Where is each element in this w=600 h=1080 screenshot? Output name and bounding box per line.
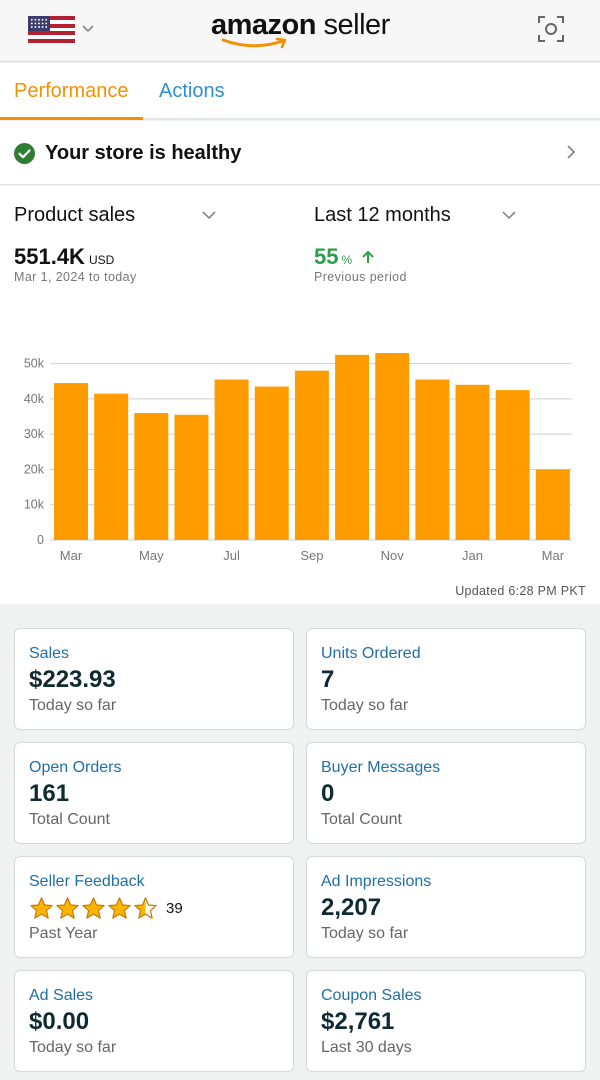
store-health-text: Your store is healthy [45, 142, 242, 164]
metric-selector[interactable]: Product sales [14, 204, 136, 226]
bar-jan-10[interactable] [455, 384, 490, 540]
star-icon [30, 896, 53, 919]
card-ad-impressions[interactable]: Ad Impressions 2,207 Today so far [306, 856, 586, 958]
bar-aug-5[interactable] [254, 386, 289, 540]
sales-bar-chart: 0 10k 20k 30k 40k 50k Mar May Jul Sep Nov Jan Mar [24, 353, 572, 563]
tab-actions[interactable]: Actions [159, 80, 225, 102]
x-tick-label: Jul [223, 548, 240, 563]
y-tick-label: 40k [24, 392, 45, 406]
bar-feb-11[interactable] [495, 390, 530, 540]
star-icon [134, 896, 157, 919]
date-range-label: Mar 1, 2024 to today [14, 270, 137, 284]
card-units-ordered[interactable]: Units Ordered 7 Today so far [306, 628, 586, 730]
rating-count: 39 [166, 899, 183, 917]
us-flag-icon[interactable] [28, 16, 75, 43]
currency-unit: USD [88, 253, 115, 267]
star-icon [82, 896, 105, 919]
y-tick-label: 0 [37, 533, 44, 547]
change-percent: 55% [314, 244, 375, 270]
card-subtitle: Total Count [29, 811, 110, 828]
card-value: 2,207 [321, 894, 382, 921]
card-sales[interactable]: Sales $223.93 Today so far [14, 628, 294, 730]
star-icon [56, 896, 79, 919]
card-subtitle: Total Count [321, 811, 402, 828]
card-title: Open Orders [29, 759, 122, 776]
chevron-down-icon[interactable] [502, 208, 516, 222]
store-health-row[interactable]: Your store is healthy [0, 121, 600, 185]
tab-bar: Performance Actions [0, 63, 600, 120]
y-tick-label: 30k [24, 427, 45, 441]
card-value: 7 [321, 666, 335, 693]
bar-may-2[interactable] [134, 413, 169, 540]
chevron-right-icon[interactable] [565, 144, 577, 160]
card-value: $2,761 [321, 1008, 395, 1035]
x-tick-label: Sep [300, 548, 323, 563]
card-title: Sales [29, 645, 70, 662]
previous-period-label: Previous period [314, 270, 407, 284]
x-tick-label: Nov [381, 548, 405, 563]
x-tick-label: May [139, 548, 164, 563]
bar-jun-3[interactable] [174, 414, 209, 540]
logo-suffix: seller [315, 9, 391, 41]
card-subtitle: Last 30 days [321, 1039, 412, 1056]
star-rating: 39 [29, 895, 183, 921]
y-tick-label: 20k [24, 462, 45, 476]
bar-dec-9[interactable] [415, 379, 450, 540]
card-seller-feedback[interactable]: Seller Feedback 39 Past Year [14, 856, 294, 958]
card-buyer-messages[interactable]: Buyer Messages 0 Total Count [306, 742, 586, 844]
chevron-down-icon[interactable] [202, 208, 216, 222]
tab-performance[interactable]: Performance [0, 63, 143, 120]
y-tick-label: 10k [24, 498, 45, 512]
card-title: Ad Impressions [321, 873, 432, 890]
card-ad-sales[interactable]: Ad Sales $0.00 Today so far [14, 970, 294, 1072]
card-subtitle: Past Year [29, 925, 98, 942]
updated-timestamp: Updated 6:28 PM PKT [455, 584, 586, 598]
x-tick-label: Mar [542, 548, 565, 563]
card-subtitle: Today so far [29, 1039, 117, 1056]
arrow-up-icon [362, 250, 374, 263]
app-header: amazon seller [0, 0, 600, 62]
card-subtitle: Today so far [321, 697, 409, 714]
card-title: Seller Feedback [29, 873, 145, 890]
bar-mar-12[interactable] [535, 469, 570, 540]
card-value: $0.00 [29, 1008, 90, 1035]
period-selector[interactable]: Last 12 months [314, 204, 451, 226]
check-circle-icon [14, 143, 35, 164]
card-open-orders[interactable]: Open Orders 161 Total Count [14, 742, 294, 844]
card-title: Units Ordered [321, 645, 421, 662]
card-subtitle: Today so far [29, 697, 117, 714]
chevron-down-icon[interactable] [82, 22, 94, 34]
bar-apr-1[interactable] [94, 393, 129, 540]
card-value: $223.93 [29, 666, 116, 693]
x-tick-label: Jan [462, 548, 483, 563]
star-icon [108, 896, 131, 919]
y-tick-label: 50k [24, 357, 45, 371]
bar-sep-6[interactable] [294, 370, 329, 540]
card-title: Ad Sales [29, 987, 94, 1004]
sales-chart-panel: Product sales Last 12 months 551.4K USD M… [0, 186, 600, 604]
bar-oct-7[interactable] [335, 354, 370, 540]
x-tick-label: Mar [60, 548, 83, 563]
card-subtitle: Today so far [321, 925, 409, 942]
card-value: 0 [321, 780, 335, 807]
bar-nov-8[interactable] [375, 353, 410, 540]
card-value: 161 [29, 780, 70, 807]
amazon-seller-logo: amazon seller [211, 9, 401, 53]
card-title: Buyer Messages [321, 759, 441, 776]
logo-brand: amazon [211, 9, 316, 41]
total-sales-value: 551.4K USD [14, 244, 115, 269]
bar-jul-4[interactable] [214, 379, 249, 540]
amazon-smile-icon [221, 37, 287, 49]
scan-icon[interactable] [537, 15, 565, 43]
card-title: Coupon Sales [321, 987, 422, 1004]
bar-mar-0[interactable] [54, 383, 88, 540]
card-coupon-sales[interactable]: Coupon Sales $2,761 Last 30 days [306, 970, 586, 1072]
